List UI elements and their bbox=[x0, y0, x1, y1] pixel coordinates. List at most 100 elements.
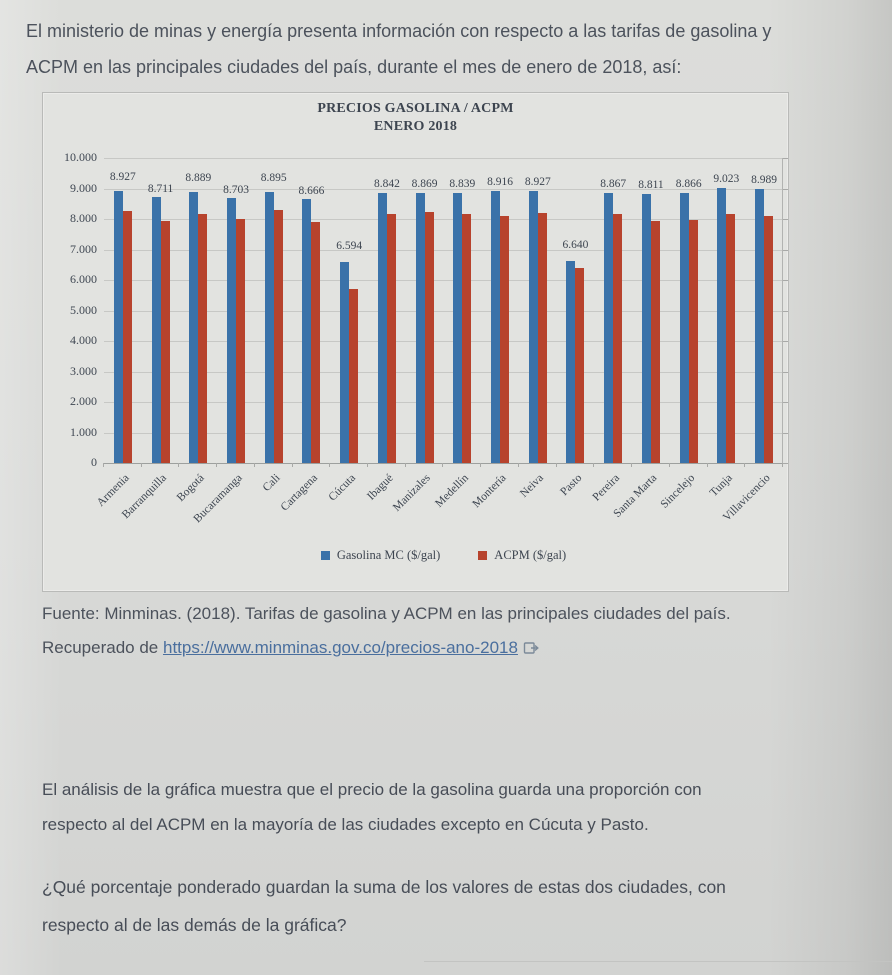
x-axis-tick bbox=[140, 463, 142, 467]
x-axis-category-label: Pasto bbox=[557, 472, 584, 499]
question-paragraph: ¿Qué porcentaje ponderado guardan la sum… bbox=[42, 877, 726, 935]
bar-value-label: 8.839 bbox=[449, 178, 476, 191]
bar-group: 8.866 Sincelejo bbox=[658, 158, 708, 511]
gridline bbox=[104, 189, 783, 190]
bar-pair bbox=[264, 191, 283, 463]
legend-swatch-icon bbox=[320, 551, 330, 560]
bar-value-label: 8.866 bbox=[675, 177, 702, 190]
x-axis-tick bbox=[631, 463, 633, 467]
bar-group: 8.927 Armenia bbox=[94, 158, 142, 509]
acpm-bar bbox=[424, 212, 434, 463]
acpm-bar bbox=[575, 268, 585, 463]
x-axis-category-label: Cartagena bbox=[278, 472, 320, 514]
acpm-bar bbox=[160, 220, 170, 463]
bar-value-label: 8.927 bbox=[109, 170, 136, 183]
x-axis-tick bbox=[216, 463, 218, 467]
source-link[interactable]: https://www.minminas.gov.co/precios-ano-… bbox=[162, 638, 518, 657]
x-axis-tick bbox=[178, 463, 180, 467]
bar-group: 8.867 Pereira bbox=[590, 158, 632, 504]
acpm-bar bbox=[236, 219, 246, 463]
legend-item-gasolina: Gasolina MC ($/gal) bbox=[320, 548, 441, 563]
x-axis-tick bbox=[103, 463, 104, 467]
bar-pair bbox=[566, 260, 585, 463]
gridline bbox=[104, 158, 783, 159]
gridline bbox=[104, 341, 783, 342]
external-link-icon[interactable] bbox=[523, 633, 539, 667]
gridline bbox=[104, 463, 783, 464]
y-axis-tick-label: 4.000 bbox=[70, 333, 97, 347]
bar-group: 8.842 Ibagué bbox=[365, 158, 406, 502]
bar-pair bbox=[641, 194, 660, 463]
x-axis-tick bbox=[291, 463, 293, 467]
bar-value-label: 8.927 bbox=[524, 175, 551, 188]
right-axis-tick bbox=[783, 311, 788, 312]
gridline bbox=[104, 433, 783, 434]
bar-group: 8.927 Neiva bbox=[517, 158, 557, 500]
source-retrieved-line: Recuperado de https://www.minminas.gov.c… bbox=[42, 631, 731, 667]
legend-label: Gasolina MC ($/gal) bbox=[336, 548, 441, 562]
right-axis-tick bbox=[783, 372, 788, 373]
right-axis-tick bbox=[783, 433, 788, 434]
x-axis-tick bbox=[480, 463, 482, 467]
x-axis-category-label: Neiva bbox=[518, 472, 547, 500]
bar-value-label: 8.989 bbox=[751, 173, 778, 186]
x-axis-tick bbox=[367, 463, 369, 467]
y-axis-tick-label: 10.000 bbox=[64, 150, 97, 164]
bar-group: 9.023 Tunja bbox=[706, 158, 746, 499]
acpm-bar bbox=[764, 215, 774, 463]
intro-paragraph: El ministerio de minas y energía present… bbox=[26, 21, 772, 77]
y-axis-tick-label: 3.000 bbox=[70, 364, 97, 378]
gasolina-bar bbox=[302, 198, 312, 463]
acpm-bar bbox=[613, 214, 623, 463]
y-axis-tick-label: 6.000 bbox=[70, 272, 97, 286]
acpm-bar bbox=[462, 213, 472, 463]
gasolina-bar bbox=[717, 187, 727, 463]
bar-group: 8.989 Villavicencio bbox=[721, 158, 783, 524]
chart-panel: PRECIOS GASOLINA / ACPM ENERO 2018 10.00… bbox=[42, 92, 789, 592]
x-axis-tick bbox=[744, 463, 746, 467]
bar-value-label: 8.867 bbox=[600, 177, 627, 190]
chart-subtitle: ENERO 2018 bbox=[373, 119, 458, 134]
gasolina-bar bbox=[604, 192, 614, 463]
bar-group: 8.869 Manizales bbox=[391, 158, 444, 514]
gasolina-bar bbox=[189, 191, 199, 463]
bar-group: 6.640 Pasto bbox=[555, 158, 595, 498]
y-axis-tick-label: 1.000 bbox=[70, 425, 97, 439]
bar-group: 6.594 Cúcuta bbox=[326, 158, 368, 504]
bar-pair bbox=[679, 192, 698, 463]
right-axis-tick bbox=[783, 158, 788, 159]
bar-group: 8.811 Santa Marta bbox=[611, 158, 670, 520]
x-axis-tick bbox=[517, 463, 519, 467]
right-axis-tick bbox=[783, 250, 788, 251]
bar-value-label: 8.889 bbox=[185, 171, 212, 184]
source-block: Fuente: Minminas. (2018). Tarifas de gas… bbox=[42, 597, 731, 667]
gridline bbox=[104, 219, 783, 220]
bar-pair bbox=[151, 197, 170, 463]
right-axis-tick bbox=[783, 189, 788, 190]
y-axis-tick-label: 2.000 bbox=[70, 394, 97, 408]
chart-legend: Gasolina MC ($/gal) ACPM ($/gal) bbox=[104, 548, 783, 563]
bar-pair bbox=[377, 193, 396, 463]
x-axis-tick bbox=[329, 463, 331, 467]
gasolina-bar bbox=[113, 190, 123, 463]
legend-swatch-icon bbox=[478, 551, 488, 560]
gasolina-bar bbox=[415, 192, 425, 463]
bar-pair bbox=[755, 188, 774, 463]
gasolina-bar bbox=[755, 188, 765, 463]
acpm-bar bbox=[650, 221, 660, 463]
bar-group: 8.889 Bogotá bbox=[175, 158, 217, 504]
x-axis-category-label: Armenia bbox=[94, 472, 132, 509]
acpm-bar bbox=[198, 214, 208, 463]
gridline bbox=[104, 372, 783, 373]
x-axis-category-label: Pereira bbox=[590, 472, 622, 504]
gridline bbox=[104, 311, 783, 312]
bar-value-label: 8.869 bbox=[411, 177, 438, 190]
bar-pair bbox=[453, 193, 472, 463]
y-axis-tick-label: 9.000 bbox=[70, 181, 97, 195]
y-axis-tick-label: 0 bbox=[91, 455, 97, 469]
bottom-divider bbox=[424, 961, 892, 962]
bar-value-label: 6.640 bbox=[562, 238, 589, 251]
y-axis-tick-label: 8.000 bbox=[70, 211, 97, 225]
y-axis-tick-label: 5.000 bbox=[70, 303, 97, 317]
gasolina-bar bbox=[679, 192, 689, 463]
